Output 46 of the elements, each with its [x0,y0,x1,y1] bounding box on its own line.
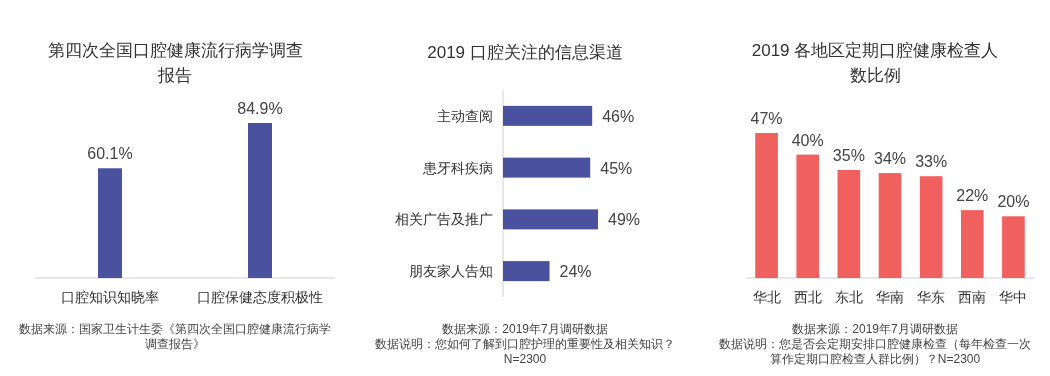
bar [837,170,861,278]
source-note: 数据来源：2019年7月调研数据 [791,322,959,337]
chart-title: 2019 口腔关注的信息渠道 [426,42,624,64]
bar [503,261,550,282]
data-label: 35% [832,147,865,165]
data-label: 84.9% [237,100,283,117]
x-tick-label: 华东 [917,289,946,305]
y-tick-label: 相关广告及推广 [395,211,493,228]
y-tick-label: 患牙科疾病 [422,159,493,176]
text: 数据说明：您是否会定期安排口腔健康检查（每年检查一次算作定期口腔检查人群比例）？N=2300 [718,337,1032,367]
data-label: 33% [915,153,948,171]
bar [960,210,984,278]
bar [503,105,593,126]
bar [878,173,902,278]
source-note: 数据来源：国家卫生计生委《第四次全国口腔健康流行病学调查报告》 [18,322,332,352]
data-label: 24% [559,263,592,281]
x-tick-label: 口腔保健态度积极性 [197,289,323,305]
chart-title: 2019 各地区定期口腔健康检查人数比例 [750,40,1000,87]
data-label: 47% [750,110,783,127]
text: N=2300 [502,352,548,367]
x-tick-label: 华北 [752,289,781,305]
data-label: 49% [608,211,641,229]
x-tick-label: 口腔知识知晓率 [61,289,159,305]
data-label: 34% [873,150,907,168]
data-label: 22% [956,187,989,205]
bar [1002,216,1025,278]
bar [503,209,598,230]
data-label: 45% [600,159,633,177]
x-tick-label: 华南 [876,289,904,305]
source-note: 数据来源：2019年7月调研数据 [441,322,609,337]
x-tick-label: 西南 [958,289,987,305]
data-label: 40% [791,131,824,149]
data-label: 46% [602,107,635,125]
y-tick-label: 朋友家人告知 [409,263,493,280]
data-label: 20% [997,193,1030,211]
text: 数据说明：您如何了解到口腔护理的重要性及相关知识？ [374,337,676,352]
x-tick-label: 东北 [834,289,863,305]
chart-title: 第四次全国口腔健康流行病学调查报告 [46,40,304,87]
bar [796,154,820,278]
x-tick-label: 西北 [793,289,822,305]
bar [919,176,943,278]
bar [755,133,778,278]
data-label: 60.1% [87,145,133,163]
x-tick-label: 华中 [999,289,1028,305]
bar [503,157,591,178]
y-tick-label: 主动查阅 [437,107,493,124]
